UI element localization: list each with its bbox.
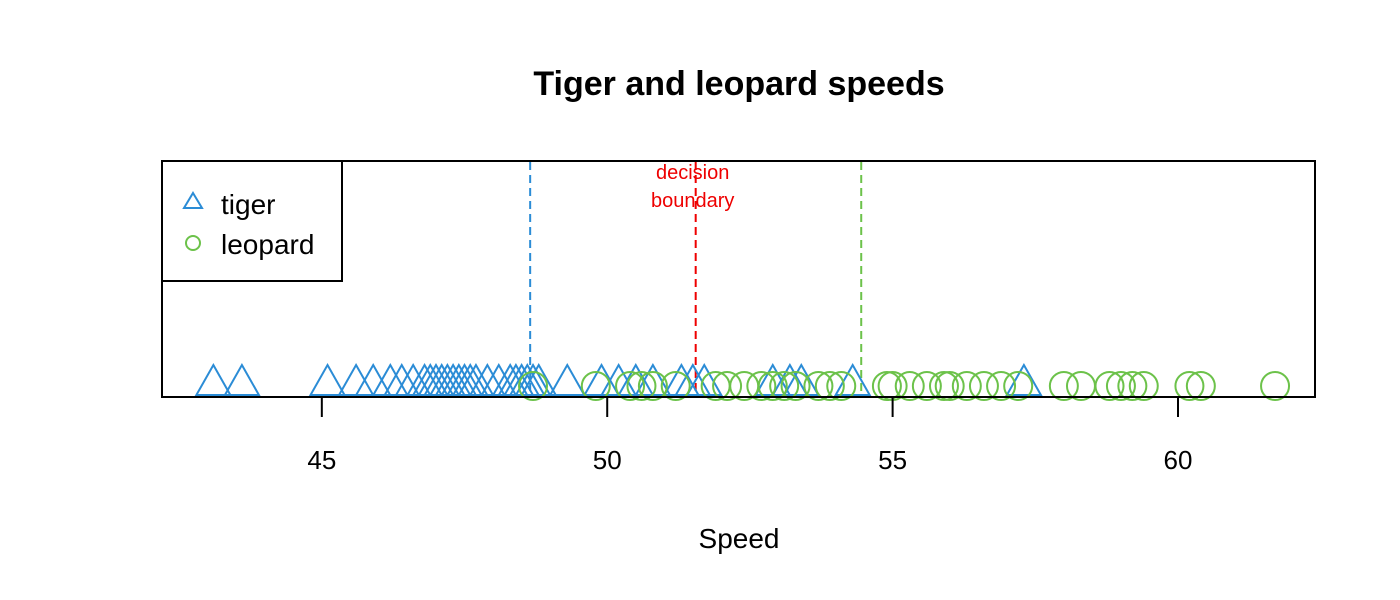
tiger-point-25: [520, 362, 558, 396]
tiger-point-14: [440, 362, 478, 396]
tiger-point-0: [194, 362, 233, 396]
leopard-point-29: [1105, 371, 1136, 401]
tiger-point-19: [480, 362, 518, 396]
leopard-point-7: [712, 371, 743, 401]
leopard-point-0: [518, 371, 549, 401]
leopard-point-4: [637, 371, 668, 401]
leopard-point-27: [1065, 371, 1096, 401]
leopard-point-20: [928, 371, 959, 401]
leopard-point-18: [894, 371, 925, 401]
legend-box: [161, 160, 343, 282]
leopard-point-8: [729, 371, 760, 401]
leopard-point-28: [1094, 371, 1125, 401]
tiger-point-16: [451, 362, 489, 396]
tiger-point-33: [685, 362, 723, 396]
tiger-point-22: [502, 362, 541, 396]
leopard-point-1: [580, 371, 611, 401]
decision-boundary-annotation: decision boundary: [651, 162, 734, 212]
x-tick-label-45: 45: [307, 445, 336, 475]
tiger-point-26: [548, 362, 586, 396]
tiger-point-9: [411, 362, 449, 396]
tiger-point-15: [445, 362, 484, 396]
tiger-point-4: [354, 362, 392, 396]
tiger-point-31: [662, 362, 701, 396]
legend-item-tiger: tiger: [182, 189, 275, 220]
chart-title: Tiger and leopard speeds: [533, 65, 944, 103]
tiger-point-35: [771, 362, 809, 396]
leopard-point-16: [871, 371, 902, 401]
leopard-point-31: [1128, 371, 1159, 401]
x-axis: 45 50 55 60: [307, 396, 1193, 475]
tiger-point-36: [782, 362, 821, 396]
tiger-point-10: [417, 362, 455, 396]
tiger-point-27: [582, 362, 621, 396]
leopard-point-33: [1185, 371, 1216, 401]
leopard-point-12: [780, 371, 811, 401]
leopard-point-14: [814, 371, 845, 401]
tiger-point-5: [371, 362, 410, 396]
leopard-point-5: [660, 371, 691, 401]
decision-boundary-label-line1: decision: [656, 162, 729, 184]
leopard-point-21: [934, 371, 965, 401]
tiger-point-7: [394, 362, 432, 396]
leopard-point-24: [986, 371, 1017, 401]
tiger-point-37: [833, 362, 872, 396]
leopard-point-22: [951, 371, 982, 401]
leopard-point-3: [626, 371, 657, 401]
tiger-point-13: [434, 362, 472, 396]
x-tick-label-50: 50: [593, 445, 622, 475]
leopard-point-15: [826, 371, 857, 401]
legend-item-leopard: leopard: [185, 229, 314, 260]
tiger-point-18: [468, 362, 507, 396]
tiger-point-23: [508, 362, 547, 396]
x-tick-label-55: 55: [878, 445, 907, 475]
leopard-point-11: [769, 371, 800, 401]
leopard-point-19: [911, 371, 942, 401]
tiger-point-12: [428, 362, 467, 396]
leopard-point-9: [746, 371, 777, 401]
tiger-point-3: [337, 362, 375, 396]
leopard-point-30: [1117, 371, 1148, 401]
tiger-point-1: [223, 362, 261, 396]
tiger-point-21: [497, 362, 535, 396]
legend-tiger-label: tiger: [221, 189, 275, 220]
tiger-point-17: [457, 362, 495, 396]
x-axis-label: Speed: [699, 523, 780, 554]
leopard-point-25: [1003, 371, 1034, 401]
legend-tiger-triangle-marker: [182, 191, 204, 209]
leopard-point-2: [615, 371, 646, 401]
x-tick-label-60: 60: [1164, 445, 1193, 475]
tiger-point-20: [491, 362, 529, 396]
decision-boundary-label-line2: boundary: [651, 190, 734, 212]
legend: tiger leopard: [161, 160, 343, 282]
leopard-point-13: [803, 371, 834, 401]
tiger-point-6: [383, 362, 421, 396]
tiger-point-2: [308, 362, 347, 396]
leopard-point-10: [757, 371, 788, 401]
leopard-point-23: [968, 371, 999, 401]
tiger-point-29: [617, 362, 655, 396]
tiger-point-28: [599, 362, 638, 396]
legend-leopard-label: leopard: [221, 229, 314, 260]
legend-leopard-circle-marker: [185, 235, 201, 251]
tiger-point-32: [674, 362, 712, 396]
tiger-point-8: [405, 362, 444, 396]
tiger-point-11: [422, 362, 461, 396]
leopard-point-32: [1174, 371, 1205, 401]
plot-area: [194, 162, 1291, 401]
leopard-point-17: [877, 371, 908, 401]
tiger-point-38: [1005, 362, 1043, 396]
leopard-point-26: [1048, 371, 1079, 401]
leopard-point-34: [1260, 371, 1291, 401]
